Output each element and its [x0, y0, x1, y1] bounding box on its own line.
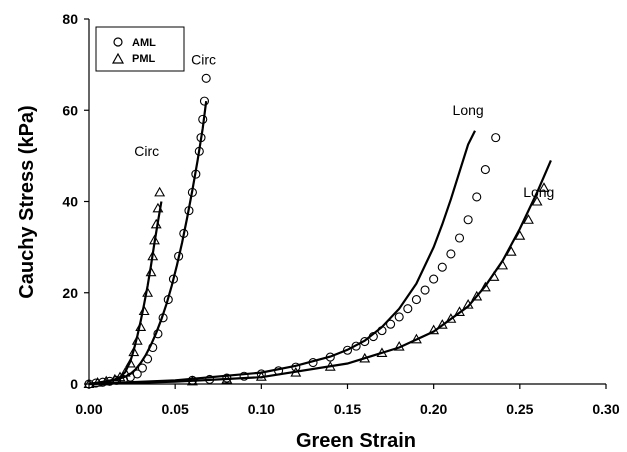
y-tick-label: 80 [62, 11, 78, 27]
data-point-circle [472, 192, 482, 202]
x-tick-label: 0.20 [420, 401, 447, 417]
legend: AML PML [95, 26, 185, 72]
data-point-triangle [124, 357, 136, 368]
y-tick-label: 20 [62, 285, 78, 301]
data-point-triangle [471, 290, 483, 301]
data-point-circle [403, 304, 413, 314]
data-point-circle [446, 249, 456, 259]
annotation-label: Circ [191, 52, 216, 68]
data-point-circle [137, 363, 147, 373]
data-point-circle [386, 319, 396, 329]
data-point-circle [429, 274, 439, 284]
data-point-circle [454, 233, 465, 243]
legend-label-aml: AML [132, 37, 156, 49]
fit-curve-7 [88, 159, 552, 386]
data-point-circle [199, 96, 210, 106]
legend-marker-pml [111, 52, 125, 64]
data-point-circle [463, 215, 473, 225]
annotation-label: Circ [134, 143, 159, 159]
data-point-circle [437, 262, 447, 272]
fit-curve-6 [88, 130, 476, 386]
data-point-triangle [523, 214, 534, 224]
data-point-triangle [128, 346, 140, 357]
x-tick-label: 0.05 [162, 401, 189, 417]
plot-marks: 0.00 0.05 0.10 0.15 0.20 0.25 0.30 0 20 40 60 80 Cir… [62, 11, 619, 417]
x-tick-label: 0.00 [75, 401, 102, 417]
data-point-triangle [154, 186, 166, 197]
x-axis-title: Green Strain [296, 430, 416, 452]
data-point-circle [201, 73, 211, 83]
y-axis-title: Cauchy Stress (kPa) [16, 105, 38, 298]
y-tick-label: 40 [62, 194, 78, 210]
data-point-circle [394, 312, 404, 322]
y-tick-label: 0 [70, 376, 78, 392]
legend-label-pml: PML [132, 53, 156, 65]
data-point-circle [491, 133, 501, 143]
x-tick-label: 0.30 [592, 401, 619, 417]
data-point-triangle [538, 182, 550, 192]
y-tick-label: 60 [62, 102, 78, 118]
data-point-circle [480, 165, 490, 175]
data-point-triangle [131, 335, 143, 345]
x-tick-label: 0.25 [506, 401, 533, 417]
annotation-label: Long [523, 184, 554, 200]
annotation-label: Long [453, 102, 484, 118]
x-tick-label: 0.15 [334, 401, 361, 417]
fit-curve-5 [88, 201, 163, 386]
x-tick-label: 0.10 [248, 401, 275, 417]
data-point-triangle [479, 281, 491, 292]
data-point-triangle [531, 195, 543, 206]
data-point-circle [132, 369, 142, 379]
data-point-circle [420, 285, 430, 295]
legend-box [95, 26, 185, 72]
data-point-circle [239, 371, 249, 381]
data-point-triangle [145, 266, 157, 277]
data-point-circle [411, 295, 421, 305]
legend-marker-aml [113, 37, 123, 47]
